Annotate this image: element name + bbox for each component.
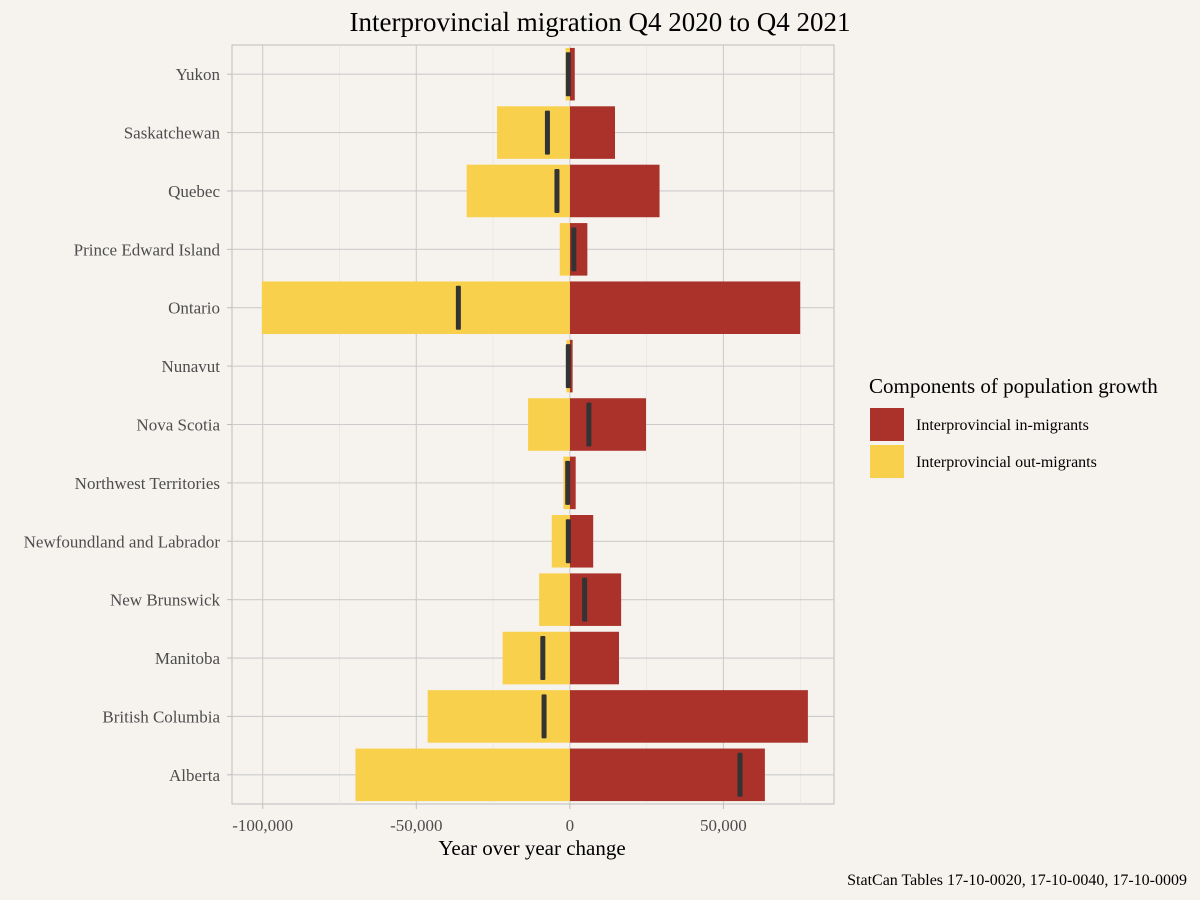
bar-in-migrants — [569, 748, 765, 802]
bar-in-migrants — [569, 47, 575, 101]
net-change-marker — [565, 460, 571, 505]
bar-in-migrants — [569, 456, 576, 510]
bar-in-migrants — [569, 164, 660, 218]
y-tick-label: Ontario — [168, 299, 220, 318]
y-tick-label: Quebec — [168, 182, 220, 201]
net-change-marker — [565, 519, 571, 564]
y-tick-label: Manitoba — [155, 649, 221, 668]
y-tick-label: Newfoundland and Labrador — [24, 532, 221, 551]
x-axis-labels: -100,000 -50,000 0 50,000 — [232, 804, 747, 835]
net-change-marker — [540, 636, 546, 681]
y-tick-label: Saskatchewan — [124, 124, 221, 143]
net-change-markers — [455, 52, 743, 797]
y-tick-label: Alberta — [169, 766, 220, 785]
bar-in-migrants — [569, 631, 619, 685]
bar-in-migrants — [569, 514, 594, 568]
net-change-marker — [586, 402, 592, 447]
y-tick-label: Prince Edward Island — [74, 240, 221, 259]
net-change-marker — [565, 52, 571, 97]
legend-label: Interprovincial in-migrants — [916, 417, 1089, 434]
legend-label: Interprovincial out-migrants — [916, 454, 1097, 471]
bar-out-migrants — [427, 690, 570, 743]
y-tick-label: Nunavut — [161, 357, 220, 376]
bar-out-migrants — [466, 164, 570, 218]
x-tick-label: -50,000 — [390, 816, 442, 835]
bar-out-migrants — [528, 398, 570, 451]
y-tick-label: British Columbia — [102, 707, 220, 726]
bar-in-migrants — [569, 106, 616, 159]
net-change-marker — [544, 110, 550, 155]
legend-swatch — [870, 408, 904, 441]
bar-out-migrants — [497, 106, 570, 159]
bar-out-migrants — [502, 631, 570, 685]
bars — [261, 47, 808, 802]
chart-title: Interprovincial migration Q4 2020 to Q4 … — [350, 7, 851, 37]
net-change-marker — [565, 344, 571, 389]
y-axis-labels: Yukon Saskatchewan Quebec Prince Edward Isl… — [24, 65, 232, 785]
legend: Components of population growth Interpro… — [869, 374, 1158, 478]
bar-in-migrants — [569, 398, 647, 451]
y-tick-label: Nova Scotia — [136, 416, 220, 435]
bar-in-migrants — [569, 573, 622, 626]
x-tick-label: 50,000 — [700, 816, 747, 835]
bar-in-migrants — [569, 281, 801, 335]
y-tick-label: Yukon — [176, 65, 221, 84]
legend-swatch — [870, 445, 904, 478]
bar-out-migrants — [355, 748, 570, 802]
bar-in-migrants — [569, 690, 808, 743]
net-change-marker — [737, 752, 743, 797]
bar-out-migrants — [551, 514, 570, 568]
bar-in-migrants — [569, 339, 573, 393]
y-tick-label: New Brunswick — [110, 591, 221, 610]
x-tick-label: 0 — [566, 816, 575, 835]
net-change-marker — [571, 227, 577, 272]
bar-out-migrants — [559, 223, 570, 276]
x-tick-label: -100,000 — [232, 816, 293, 835]
bar-out-migrants — [261, 281, 570, 335]
x-axis-title: Year over year change — [438, 836, 625, 860]
net-change-marker — [582, 577, 588, 622]
bar-out-migrants — [539, 573, 570, 626]
net-change-marker — [554, 168, 560, 213]
net-change-marker — [455, 285, 461, 330]
net-change-marker — [541, 694, 547, 739]
y-tick-label: Northwest Territories — [75, 474, 220, 493]
chart-caption: StatCan Tables 17-10-0020, 17-10-0040, 1… — [847, 872, 1187, 889]
legend-title: Components of population growth — [869, 374, 1158, 398]
